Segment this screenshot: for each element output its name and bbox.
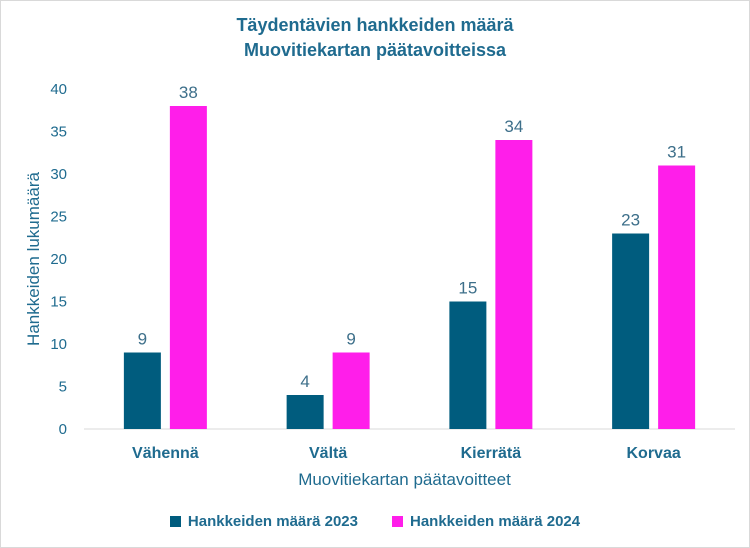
legend: Hankkeiden määrä 2023 Hankkeiden määrä 2…	[1, 513, 749, 530]
bar-2024	[169, 106, 207, 429]
y-tick-label: 35	[50, 124, 67, 141]
bar-2024	[332, 352, 370, 429]
y-tick-label: 0	[59, 421, 67, 438]
y-tick-label: 5	[59, 379, 67, 396]
x-axis-label: Muovitiekartan päätavoitteet	[298, 470, 511, 489]
bar-2023	[612, 233, 650, 429]
y-axis-label: Hankkeiden lukumäärä	[24, 172, 43, 346]
bar-2023	[449, 301, 487, 429]
legend-item-2024: Hankkeiden määrä 2024	[392, 513, 580, 530]
bar-2024	[495, 140, 533, 429]
y-tick-label: 20	[50, 251, 67, 268]
data-label: 34	[504, 117, 523, 136]
data-label: 31	[667, 143, 686, 162]
data-label: 38	[179, 83, 198, 102]
bar-2023	[123, 352, 161, 429]
x-category-label: Kierrätä	[461, 445, 522, 462]
x-category-label: Vähennä	[132, 445, 199, 462]
legend-item-2023: Hankkeiden määrä 2023	[169, 513, 358, 530]
y-tick-label: 30	[50, 166, 67, 183]
chart-title-line-2: Muovitiekartan päätavoitteissa	[243, 40, 507, 60]
legend-label-2024: Hankkeiden määrä 2024	[410, 513, 581, 530]
legend-label-2023: Hankkeiden määrä 2023	[187, 513, 358, 530]
y-tick-label: 40	[50, 81, 67, 98]
y-tick-label: 10	[50, 336, 67, 353]
y-tick-label: 15	[50, 294, 67, 311]
bar-2023	[286, 395, 324, 429]
chart-title-line-1: Täydentävien hankkeiden määrä	[236, 15, 514, 35]
data-label: 15	[458, 279, 477, 298]
chart-title: Täydentävien hankkeiden määrä Muovitieka…	[1, 13, 749, 63]
data-label: 9	[346, 330, 355, 349]
data-label: 23	[621, 211, 640, 230]
data-label: 9	[138, 330, 147, 349]
bar-2024	[658, 165, 696, 429]
x-category-label: Korvaa	[627, 445, 681, 462]
x-category-label: Vältä	[309, 445, 347, 462]
data-label: 4	[300, 372, 309, 391]
legend-swatch-2024	[392, 516, 403, 527]
legend-swatch-2023	[169, 516, 181, 527]
y-tick-label: 25	[50, 209, 67, 226]
